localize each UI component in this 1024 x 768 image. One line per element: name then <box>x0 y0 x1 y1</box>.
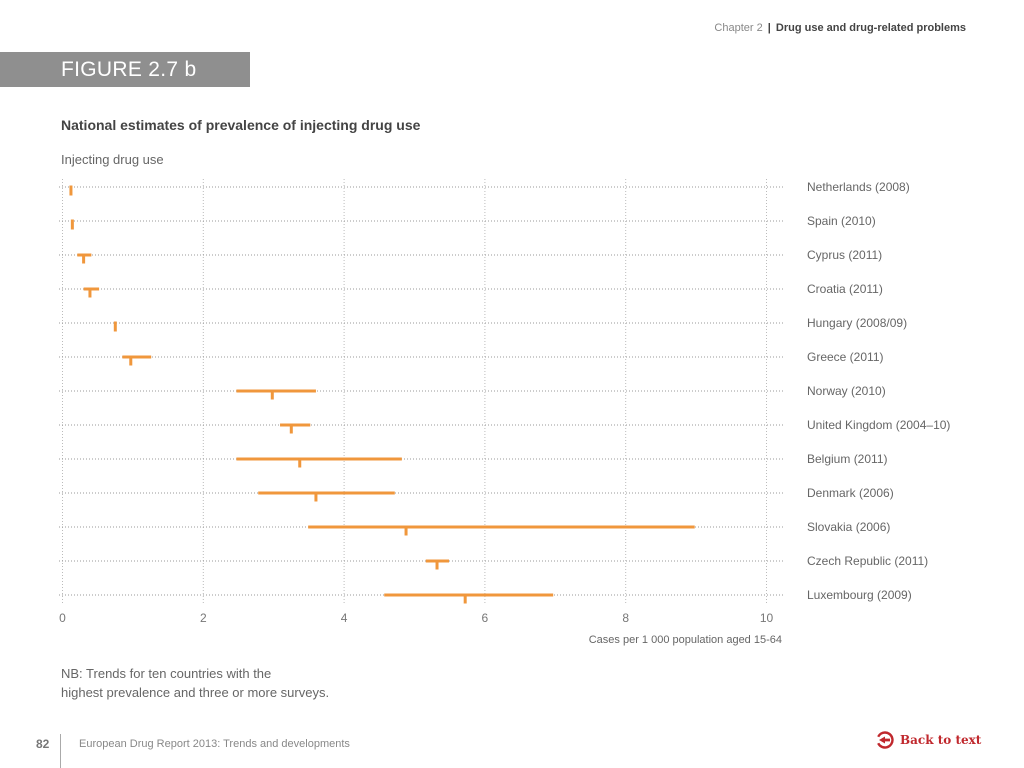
chapter-title: Drug use and drug-related problems <box>775 22 966 34</box>
figure-label: FIGURE 2.7 b <box>61 58 197 81</box>
note-line-1: NB: Trends for ten countries with the <box>61 666 272 681</box>
central-estimate-tick <box>88 287 92 298</box>
central-estimate-tick <box>435 559 439 570</box>
range-bar <box>258 491 395 495</box>
central-estimate-tick <box>270 389 274 400</box>
report-title: European Drug Report 2013: Trends and de… <box>79 738 350 750</box>
range-bar <box>280 423 311 427</box>
x-tick-label: 2 <box>200 611 207 625</box>
central-estimate-tick <box>113 321 117 332</box>
x-tick-label: 4 <box>341 611 348 625</box>
note-line-2: highest prevalence and three or more sur… <box>61 685 330 700</box>
x-axis-label: Cases per 1 000 population aged 15-64 <box>589 634 782 646</box>
category-label: Slovakia (2006) <box>807 520 890 534</box>
figure-note: NB: Trends for ten countries with the hi… <box>61 664 329 702</box>
x-tick-label: 6 <box>482 611 489 625</box>
central-estimate-tick <box>463 593 467 604</box>
header-separator: | <box>767 22 771 34</box>
central-estimate-tick <box>298 457 302 468</box>
x-tick-label: 8 <box>622 611 629 625</box>
category-label: Luxembourg (2009) <box>807 588 912 602</box>
central-estimate-tick <box>70 219 74 230</box>
central-estimate-tick <box>404 525 408 536</box>
x-tick-label: 10 <box>760 611 774 625</box>
category-label: Norway (2010) <box>807 384 886 398</box>
category-label: Cyprus (2011) <box>807 248 882 262</box>
category-label: Croatia (2011) <box>807 282 883 296</box>
chapter-label: Chapter 2 <box>714 22 763 34</box>
category-label: Belgium (2011) <box>807 452 887 466</box>
category-label: Greece (2011) <box>807 350 883 364</box>
central-estimate-tick <box>129 355 133 366</box>
range-bar <box>308 525 695 529</box>
back-to-text-link[interactable]: Back to text <box>876 731 981 749</box>
figure-title: National estimates of prevalence of inje… <box>61 117 421 133</box>
page-number: 82 <box>36 737 50 751</box>
back-to-text-label: Back to text <box>900 733 982 747</box>
category-label: United Kingdom (2004–10) <box>807 418 950 432</box>
central-estimate-tick <box>82 253 86 264</box>
running-header: Chapter 2 | Drug use and drug-related pr… <box>714 22 966 34</box>
category-label: Hungary (2008/09) <box>807 316 907 330</box>
central-estimate-tick <box>69 185 73 196</box>
figure-subtitle: Injecting drug use <box>61 152 164 167</box>
range-bar <box>236 457 402 461</box>
category-label: Denmark (2006) <box>807 486 894 500</box>
x-tick-label: 0 <box>59 611 66 625</box>
category-label: Czech Republic (2011) <box>807 554 928 568</box>
category-label: Spain (2010) <box>807 214 876 228</box>
range-bar <box>236 389 316 393</box>
range-bar <box>122 355 152 359</box>
figure-banner: FIGURE 2.7 b <box>0 52 250 87</box>
central-estimate-tick <box>289 423 293 434</box>
category-label: Netherlands (2008) <box>807 180 910 194</box>
back-arrow-icon <box>877 731 894 749</box>
central-estimate-tick <box>314 491 318 502</box>
footer-divider <box>60 734 61 768</box>
range-bar <box>384 593 554 597</box>
